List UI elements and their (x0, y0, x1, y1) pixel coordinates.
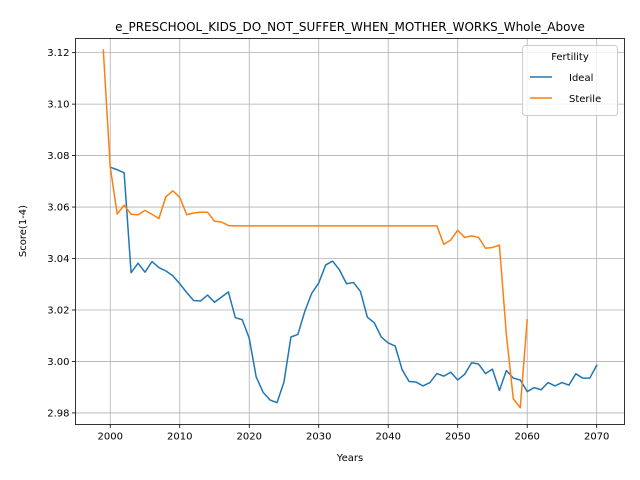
x-tick-label: 2010 (167, 432, 192, 443)
x-tick-label: 2070 (584, 432, 609, 443)
y-tick-label: 3.10 (47, 100, 69, 111)
y-tick-label: 3.06 (47, 203, 69, 214)
y-tick-label: 3.08 (47, 151, 69, 162)
x-tick-label: 2000 (98, 432, 123, 443)
x-axis-ticks: 2000 2010 2020 2030 2040 2050 2060 2070 (98, 424, 609, 443)
y-tick-label: 3.02 (47, 305, 69, 316)
x-tick-label: 2040 (375, 432, 400, 443)
x-tick-label: 2020 (237, 432, 262, 443)
legend: Fertility Ideal Sterile (522, 45, 618, 116)
legend-title: Fertility (551, 52, 589, 63)
x-tick-label: 2060 (514, 432, 539, 443)
x-tick-label: 2030 (306, 432, 331, 443)
y-tick-label: 3.00 (47, 357, 69, 368)
y-axis-label: Score(1-4) (18, 205, 29, 257)
y-tick-label: 2.98 (47, 408, 69, 419)
plot-frame (75, 38, 625, 425)
y-axis-ticks: 2.98 3.00 3.02 3.04 3.06 3.08 3.10 3.12 (47, 48, 76, 419)
series-line-ideal (109, 166, 598, 404)
legend-label-ideal: Ideal (569, 73, 593, 84)
x-tick-label: 2050 (445, 432, 470, 443)
series-lines (102, 49, 598, 409)
legend-label-sterile: Sterile (569, 94, 601, 105)
y-tick-label: 3.12 (47, 48, 69, 59)
chart-title: e_PRESCHOOL_KIDS_DO_NOT_SUFFER_WHEN_MOTH… (115, 20, 585, 34)
x-axis-label: Years (336, 453, 363, 464)
y-tick-label: 3.04 (47, 254, 69, 265)
series-line-sterile (102, 49, 529, 409)
